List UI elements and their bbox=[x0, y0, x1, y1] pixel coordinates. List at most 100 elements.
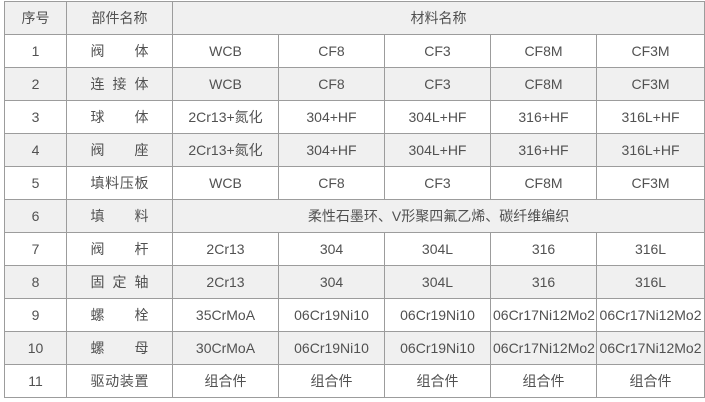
table-row: 7 阀杆 2Cr13 304 304L 316 316L bbox=[4, 232, 705, 266]
cell-material: WCB bbox=[172, 34, 279, 68]
cell-material: 组合件 bbox=[384, 364, 491, 398]
cell-part-name-label: 阀杆 bbox=[90, 241, 149, 257]
table-row: 9 螺栓 35CrMoA 06Cr19Ni10 06Cr19Ni10 06Cr17Ni12… bbox=[4, 298, 705, 332]
cell-material: 30CrMoA bbox=[172, 331, 279, 365]
table-row: 5 填料压板 WCB CF8 CF3 CF8M CF3M bbox=[4, 166, 705, 200]
cell-serial-label: 3 bbox=[31, 109, 40, 125]
cell-part-name-label: 填料 bbox=[90, 208, 149, 224]
cell-material-label: CF3M bbox=[631, 76, 670, 92]
cell-part-name: 阀座 bbox=[66, 133, 173, 167]
cell-part-name-label: 螺母 bbox=[90, 340, 149, 356]
cell-serial: 5 bbox=[4, 166, 67, 200]
cell-part-name: 球体 bbox=[66, 100, 173, 134]
cell-part-name-label: 球体 bbox=[90, 109, 149, 125]
cell-serial-label: 8 bbox=[31, 274, 40, 290]
cell-material: 2Cr13 bbox=[172, 232, 279, 266]
cell-material: 06Cr17Ni12Mo2 bbox=[490, 331, 597, 365]
cell-material-label: 06Cr19Ni10 bbox=[294, 307, 369, 323]
cell-material: CF3 bbox=[384, 166, 491, 200]
cell-material-label: 316L bbox=[634, 274, 667, 290]
cell-material: 316 bbox=[490, 232, 597, 266]
cell-material-label: CF3M bbox=[631, 43, 670, 59]
cell-part-name-label: 固定轴 bbox=[90, 274, 149, 290]
cell-material-label: 304L bbox=[421, 241, 454, 257]
cell-material-label: CF8 bbox=[318, 76, 345, 92]
cell-part-name-label: 螺栓 bbox=[90, 307, 149, 323]
cell-material-label: 316 bbox=[531, 241, 556, 257]
header-part-label: 部件名称 bbox=[91, 10, 148, 26]
cell-material: WCB bbox=[172, 67, 279, 101]
cell-material: CF3M bbox=[595, 34, 705, 68]
cell-material-label: 2Cr13 bbox=[206, 274, 245, 290]
cell-material: 35CrMoA bbox=[172, 298, 279, 332]
cell-serial: 3 bbox=[4, 100, 67, 134]
cell-material-label: CF8 bbox=[318, 43, 345, 59]
cell-part-name: 固定轴 bbox=[66, 265, 173, 299]
cell-part-name-label: 阀体 bbox=[90, 43, 149, 59]
table-row: 8 固定轴 2Cr13 304 304L 316 316L bbox=[4, 265, 705, 299]
cell-part-name-label: 驱动装置 bbox=[90, 373, 149, 389]
cell-material: 06Cr17Ni12Mo2 bbox=[595, 331, 705, 365]
cell-material: 316L+HF bbox=[595, 100, 705, 134]
cell-material-label: CF3M bbox=[631, 175, 670, 191]
cell-material-label: CF3 bbox=[424, 175, 451, 191]
cell-material: CF8M bbox=[490, 34, 597, 68]
table-row: 10 螺母 30CrMoA 06Cr19Ni10 06Cr19Ni10 06Cr17Ni1… bbox=[4, 331, 705, 365]
cell-material: 组合件 bbox=[595, 364, 705, 398]
cell-serial: 11 bbox=[4, 364, 67, 398]
cell-material: CF3M bbox=[595, 67, 705, 101]
cell-material: 304 bbox=[278, 232, 385, 266]
cell-material-label: 316L bbox=[634, 241, 667, 257]
cell-serial: 9 bbox=[4, 298, 67, 332]
cell-material: CF3 bbox=[384, 67, 491, 101]
cell-material-label: 316+HF bbox=[518, 109, 569, 125]
cell-material: CF3M bbox=[595, 166, 705, 200]
cell-material-label: 2Cr13+氮化 bbox=[188, 142, 263, 158]
cell-material: 06Cr19Ni10 bbox=[384, 331, 491, 365]
cell-material-label: 06Cr19Ni10 bbox=[400, 340, 475, 356]
cell-material-label: 柔性石墨环、V形聚四氟乙烯、碳纤维编织 bbox=[307, 208, 570, 224]
cell-serial-label: 6 bbox=[31, 208, 40, 224]
cell-material-label: 06Cr17Ni12Mo2 bbox=[599, 307, 702, 323]
cell-material: CF3 bbox=[384, 34, 491, 68]
cell-material: CF8M bbox=[490, 67, 597, 101]
cell-serial-label: 7 bbox=[31, 241, 40, 257]
cell-material: 316L+HF bbox=[595, 133, 705, 167]
cell-material: 06Cr17Ni12Mo2 bbox=[490, 298, 597, 332]
cell-material: 304L bbox=[384, 232, 491, 266]
materials-table: 序号 部件名称 材料名称 1 阀体 WCB CF8 CF3 CF8M CF3M 2 连接体 WCB CF… bbox=[4, 1, 705, 398]
cell-material: 组合件 bbox=[278, 364, 385, 398]
cell-material-label: 316 bbox=[531, 274, 556, 290]
cell-material-label: 304 bbox=[319, 241, 344, 257]
cell-serial: 4 bbox=[4, 133, 67, 167]
table-row: 4 阀座 2Cr13+氮化 304+HF 304L+HF 316+HF 316L+HF bbox=[4, 133, 705, 167]
cell-material: CF8 bbox=[278, 34, 385, 68]
header-material-label: 材料名称 bbox=[410, 10, 467, 26]
cell-material: 316 bbox=[490, 265, 597, 299]
cell-material-label: 组合件 bbox=[416, 373, 459, 389]
cell-material: 316L bbox=[595, 265, 705, 299]
cell-serial-label: 1 bbox=[31, 43, 40, 59]
table-header: 序号 部件名称 材料名称 bbox=[4, 1, 705, 35]
cell-material-label: 30CrMoA bbox=[195, 340, 256, 356]
cell-material-label: 316L+HF bbox=[621, 142, 680, 158]
cell-part-name: 阀杆 bbox=[66, 232, 173, 266]
cell-material: 06Cr19Ni10 bbox=[384, 298, 491, 332]
table-row: 2 连接体 WCB CF8 CF3 CF8M CF3M bbox=[4, 67, 705, 101]
header-serial-label: 序号 bbox=[21, 10, 50, 26]
cell-material: 304+HF bbox=[278, 133, 385, 167]
cell-serial-label: 4 bbox=[31, 142, 40, 158]
header-row: 序号 部件名称 材料名称 bbox=[4, 1, 705, 35]
table-row: 1 阀体 WCB CF8 CF3 CF8M CF3M bbox=[4, 34, 705, 68]
cell-part-name: 阀体 bbox=[66, 34, 173, 68]
cell-material: 304+HF bbox=[278, 100, 385, 134]
cell-material: 304 bbox=[278, 265, 385, 299]
cell-material-label: 组合件 bbox=[204, 373, 247, 389]
header-part: 部件名称 bbox=[66, 1, 173, 35]
cell-material: CF8 bbox=[278, 67, 385, 101]
cell-material: 316+HF bbox=[490, 100, 597, 134]
cell-serial-label: 10 bbox=[27, 340, 44, 356]
cell-part-name: 螺母 bbox=[66, 331, 173, 365]
cell-serial-label: 5 bbox=[31, 175, 40, 191]
header-serial: 序号 bbox=[4, 1, 67, 35]
